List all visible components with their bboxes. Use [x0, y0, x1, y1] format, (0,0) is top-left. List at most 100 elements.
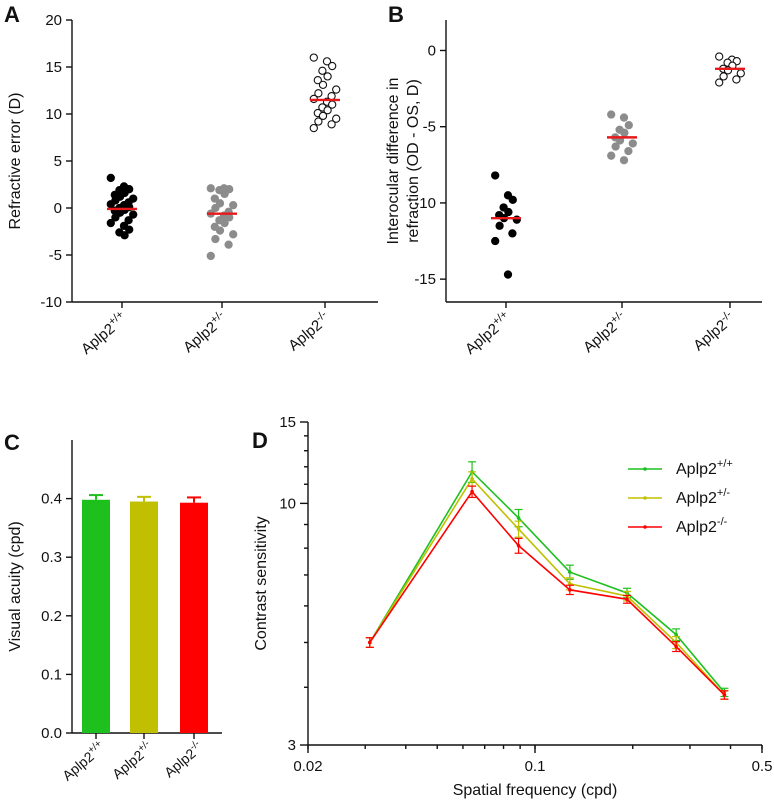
- panel-b-point: [611, 142, 620, 151]
- panel-d-legend-label-sup: +/-: [717, 487, 730, 499]
- panel-a-y-tick-label: 10: [45, 106, 62, 123]
- panel-a-point: [327, 120, 336, 129]
- panel-a-point: [106, 200, 115, 209]
- panel-d-point: [568, 581, 572, 586]
- panel-d-series-line: [369, 477, 725, 696]
- panel-a-point: [206, 184, 215, 193]
- panel-c-y-tick-label: 0.4: [41, 491, 62, 508]
- panel-d-x-tick-label: 0.02: [293, 758, 322, 775]
- panel-a-letter: A: [4, 2, 20, 27]
- panel-a-point: [215, 226, 225, 235]
- panel-a-point: [224, 240, 233, 249]
- panel-b-x-tick-label: Aplp2+/+: [462, 309, 510, 358]
- panel-a-point: [124, 216, 133, 225]
- panel-a-point: [314, 117, 323, 126]
- panel-d-y-tick-label: 15: [279, 414, 296, 431]
- panel-b-point: [624, 146, 633, 156]
- panel-b-point: [508, 229, 517, 238]
- panel-c-y-tick-label: 0.2: [41, 608, 62, 625]
- panel-b-y-label-line: refraction (OD - OS, D): [405, 79, 422, 243]
- panel-c-x-tick-label-text: Aplp2+/-: [108, 738, 156, 782]
- panel-b-point: [620, 128, 629, 137]
- panel-a-point: [125, 225, 134, 234]
- panel-a-point: [211, 234, 220, 244]
- panel-b-y-label: Interocular difference in refraction (OD …: [385, 78, 422, 245]
- panel-a-point: [129, 210, 138, 219]
- panel-a-point: [220, 218, 229, 228]
- panel-d-point: [470, 477, 474, 481]
- panel-a-point: [206, 251, 215, 261]
- panel-a-y-tick-label: -10: [40, 294, 62, 311]
- panel-d-point: [368, 640, 372, 645]
- panel-b-point: [508, 195, 517, 205]
- panel-a-point: [220, 189, 229, 199]
- panel-d-legend-label-sup: +/+: [717, 458, 733, 470]
- panel-c-x-tick-label-text: Aplp2-/-: [160, 738, 206, 780]
- panel-a-x-tick-label: Aplp2+/-: [180, 308, 226, 356]
- panel-c-x-tick-label: Aplp2-/-: [160, 738, 206, 780]
- panel-d-legend-label-base: Aplp2: [676, 490, 717, 507]
- panel-d-x-tick-label: 0.1: [525, 758, 546, 775]
- panel-d-point: [470, 489, 474, 494]
- panel-b-point: [715, 52, 724, 61]
- panel-a-point: [318, 66, 327, 75]
- panel-a-point: [106, 173, 115, 183]
- panel-a-y-tick-label: 20: [45, 12, 62, 29]
- panel-b-point: [719, 72, 728, 81]
- panel-c-y-tick-label: 0.1: [41, 666, 62, 683]
- panel-a-point: [309, 123, 318, 133]
- panel-c-y-label: Visual acuity (cpd): [7, 521, 24, 651]
- panel-b-x-tick-label-text: Aplp2-/-: [689, 308, 739, 354]
- panel-c-x-tick-label-text: Aplp2+/+: [58, 738, 108, 783]
- panel-d-legend-label-base: Aplp2: [676, 461, 717, 478]
- panel-b-point: [503, 270, 513, 279]
- panel-d-legend-label: Aplp2+/-: [676, 487, 730, 507]
- panel-a-point: [332, 114, 341, 123]
- panel-a-point: [106, 218, 115, 228]
- panel-d-point: [568, 588, 572, 592]
- panel-d-point: [674, 632, 678, 637]
- panel-b-point: [628, 139, 637, 148]
- panel-b-x-tick-label: Aplp2-/-: [689, 308, 739, 354]
- panel-a-point: [211, 203, 220, 213]
- panel-a-y-tick-label: 0: [54, 200, 62, 217]
- panel-c-y-tick-label: 0.0: [41, 725, 62, 742]
- panel-a-x-tick-label: Aplp2-/-: [284, 308, 334, 354]
- panel-d-point: [568, 570, 572, 574]
- panel-d-point: [516, 543, 521, 548]
- panel-a-y-tick-label: 15: [45, 59, 62, 76]
- panel-a-point: [318, 80, 328, 90]
- panel-a-point: [229, 230, 238, 239]
- panel-c-bar: [130, 501, 158, 733]
- panel-d-legend-label: Aplp2+/+: [676, 458, 733, 478]
- panel-d-point: [674, 644, 678, 649]
- panel-b-letter: B: [388, 2, 404, 27]
- panel-d-x-tick-label: 0.5: [752, 758, 773, 775]
- panel-d-x-label: Spatial frequency (cpd): [453, 782, 618, 799]
- panel-a-x-tick-label-text: Aplp2-/-: [284, 308, 334, 354]
- panel-c-x-tick-label: Aplp2+/-: [108, 738, 156, 782]
- panel-b-point: [504, 207, 513, 217]
- panel-a-point: [322, 57, 332, 66]
- panel-b-y-tick-label: -5: [423, 119, 436, 136]
- panel-c-y-tick-label: 0.3: [41, 549, 62, 566]
- panel-a-point: [120, 231, 129, 240]
- panel-a-point: [229, 201, 238, 210]
- panel-d-letter: D: [252, 428, 268, 453]
- panel-d-series-line: [369, 470, 726, 693]
- panel-a-point: [314, 89, 323, 98]
- panel-a-point: [309, 53, 318, 62]
- panel-b-point: [495, 221, 504, 230]
- panel-b-y-label-line: Interocular difference in: [385, 78, 402, 245]
- panel-b-point: [607, 110, 616, 119]
- panel-b-point: [607, 151, 616, 160]
- panel-d-legend-marker: [643, 467, 647, 471]
- panel-b-point: [715, 78, 724, 87]
- panel-a-point: [332, 85, 341, 94]
- panel-d-point: [722, 693, 727, 697]
- panel-b-point: [491, 171, 500, 180]
- panel-c-bar: [82, 499, 110, 733]
- panel-d-legend-label-base: Aplp2: [676, 519, 717, 536]
- panel-a-y-tick-label: -5: [49, 247, 62, 264]
